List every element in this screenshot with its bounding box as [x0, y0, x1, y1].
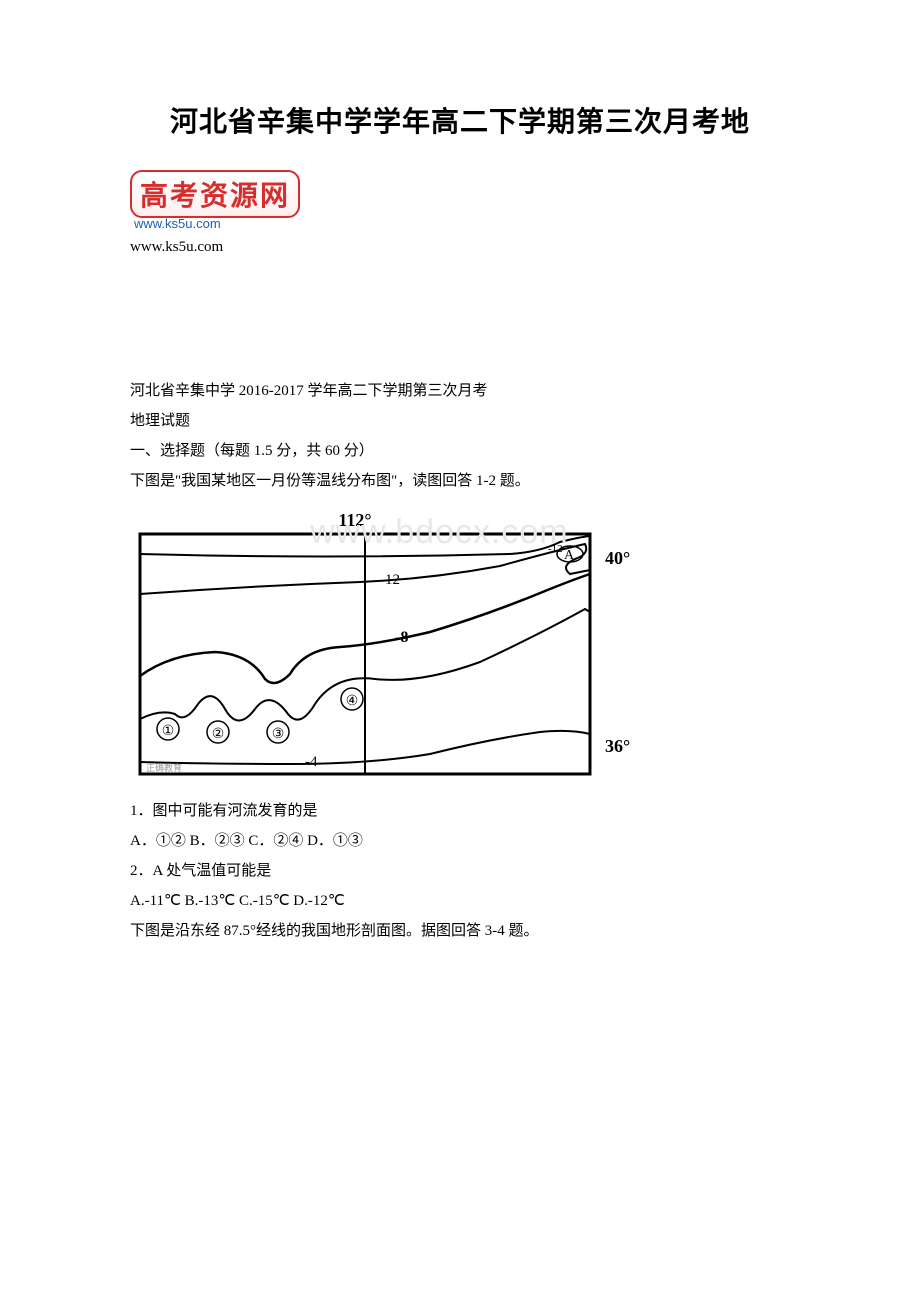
question-1: 1．图中可能有河流发育的是	[130, 796, 790, 826]
document-body: 河北省辛集中学 2016-2017 学年高二下学期第三次月考 地理试题 一、选择…	[130, 376, 790, 946]
latitude-36: 36°	[605, 736, 630, 756]
isotherm-map-svg: 112° 40° 36° -12 -12 -8 -4 A ①	[130, 504, 650, 784]
marker-4: ④	[341, 688, 363, 710]
marker-3: ③	[267, 721, 289, 743]
figure-caption-2: 下图是沿东经 87.5°经线的我国地形剖面图。据图回答 3-4 题。	[130, 916, 790, 946]
logo-url: www.ks5u.com	[134, 216, 790, 231]
isoline-12-label: -12	[380, 572, 400, 588]
marker-2: ②	[207, 721, 229, 743]
latitude-40: 40°	[605, 548, 630, 568]
svg-text:④: ④	[346, 694, 359, 709]
svg-text:②: ②	[212, 727, 225, 742]
isotherm-map-figure: www.bdocx.com 112° 40° 36° -12 -12 -8 -4…	[130, 504, 650, 784]
logo-text: 高考资源网	[130, 170, 300, 218]
document-title: 河北省辛集中学学年高二下学期第三次月考地	[130, 100, 790, 140]
longitude-label: 112°	[338, 510, 371, 530]
figure-caption-1: 下图是"我国某地区一月份等温线分布图"，读图回答 1-2 题。	[130, 466, 790, 496]
source-url: www.ks5u.com	[130, 239, 790, 256]
a-marker-text: A	[564, 548, 575, 563]
figure-footer-text: 正确教育	[146, 762, 182, 773]
isoline-4-label: -4	[305, 754, 318, 770]
svg-text:①: ①	[162, 724, 175, 739]
question-1-options: A．①② B．②③ C．②④ D．①③	[130, 826, 790, 856]
exam-subject: 地理试题	[130, 406, 790, 436]
question-2-options: A.-11℃ B.-13℃ C.-15℃ D.-12℃	[130, 886, 790, 916]
logo-block: 高考资源网 www.ks5u.com	[130, 170, 790, 231]
exam-source: 河北省辛集中学 2016-2017 学年高二下学期第三次月考	[130, 376, 790, 406]
question-2: 2．A 处气温值可能是	[130, 856, 790, 886]
isoline-8-label: -8	[395, 629, 408, 646]
section-heading: 一、选择题（每题 1.5 分，共 60 分）	[130, 436, 790, 466]
marker-1: ①	[157, 718, 179, 740]
svg-text:③: ③	[272, 727, 285, 742]
